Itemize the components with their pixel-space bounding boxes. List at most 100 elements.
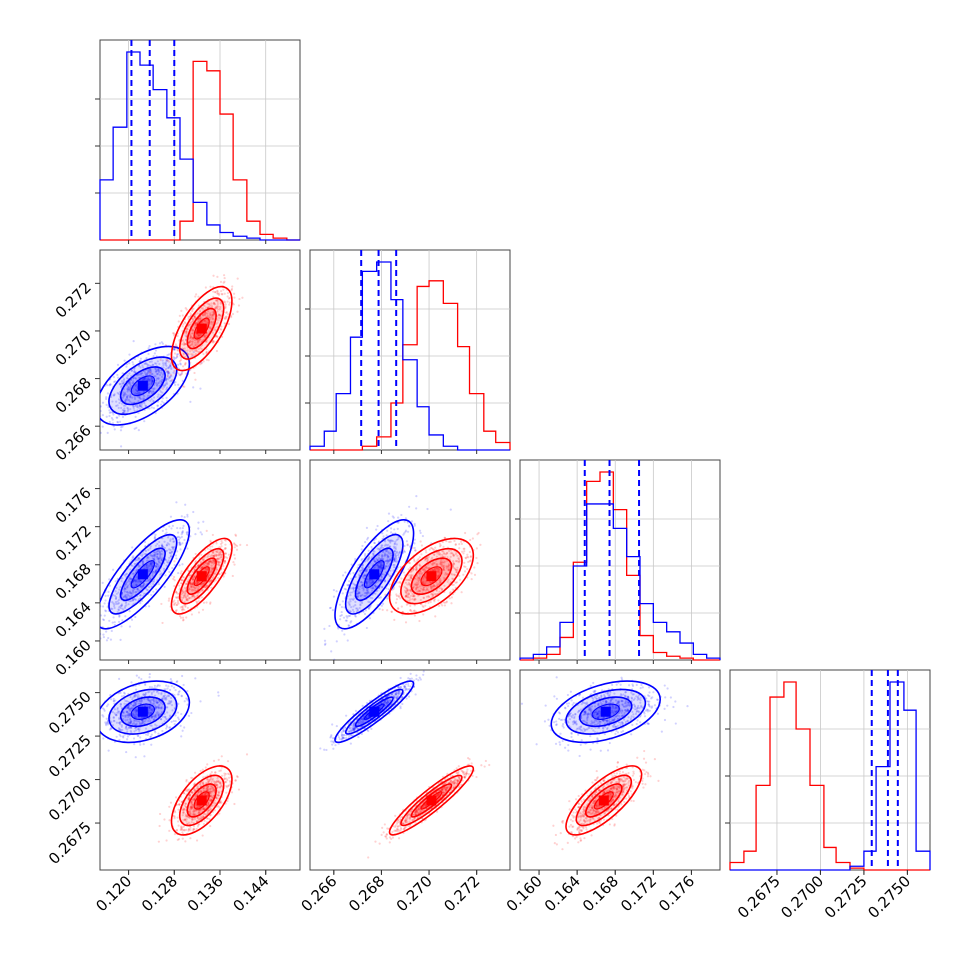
point [136,692,139,695]
point [175,609,178,612]
point [128,388,131,391]
point [125,710,129,713]
point [441,553,444,557]
point [387,520,390,523]
point [150,593,153,596]
point [141,553,144,556]
point [142,397,145,400]
point [159,555,162,558]
density-contour-blue [334,519,415,630]
point [357,563,360,567]
point [205,585,208,588]
point [113,719,116,723]
point [153,715,156,719]
point [387,555,390,558]
point [125,750,128,754]
point [105,723,108,727]
point [126,591,129,594]
point [447,564,451,567]
point [363,574,366,577]
point [146,559,149,562]
point [422,569,425,572]
point [348,604,351,607]
point [404,591,407,594]
point [193,568,196,571]
point [192,575,196,579]
point [441,588,444,591]
point [136,695,139,698]
point [184,595,187,598]
point [426,559,429,563]
point [206,576,209,580]
point [396,607,400,610]
point [368,579,371,582]
point [389,575,392,578]
point [410,520,414,523]
point [129,721,132,724]
point [395,569,398,573]
point [205,562,208,565]
point [433,598,437,601]
point [119,728,122,731]
point [120,724,123,727]
point [155,368,158,371]
point [133,718,136,722]
point [439,561,443,564]
point [197,585,200,588]
point [120,380,124,383]
point [409,590,412,593]
point [432,583,436,587]
point [119,605,122,608]
point [413,598,416,601]
point [439,544,442,547]
point [217,305,220,308]
point [393,558,396,561]
point [188,596,191,599]
point [119,445,123,448]
point [148,605,151,608]
point [127,712,130,715]
point [137,411,140,415]
point [103,602,106,605]
point [88,713,90,715]
point [351,591,354,594]
point [205,601,208,604]
point [160,701,163,705]
point [367,565,370,569]
point [124,594,127,597]
point [387,573,390,576]
point [144,683,147,687]
point [130,577,133,580]
point [433,548,436,552]
point [181,325,184,328]
point [151,380,154,383]
point [176,526,179,530]
point [137,556,141,560]
point [160,552,163,556]
point [198,334,201,337]
point [153,535,157,538]
density-peak-red [426,571,437,582]
point [140,405,143,408]
point [134,719,137,722]
point [162,364,165,367]
point [396,527,399,530]
point [154,367,157,370]
point [100,637,102,640]
point [356,595,360,599]
point [201,307,205,310]
point [209,327,212,330]
point [209,560,212,563]
point [376,559,379,562]
point [407,578,411,581]
point [379,596,382,599]
point [208,304,212,307]
point [135,709,138,712]
point [389,527,393,530]
point [108,409,111,412]
point [385,559,388,563]
point [96,727,98,729]
point [403,585,406,589]
point [363,592,366,595]
point [177,372,180,375]
